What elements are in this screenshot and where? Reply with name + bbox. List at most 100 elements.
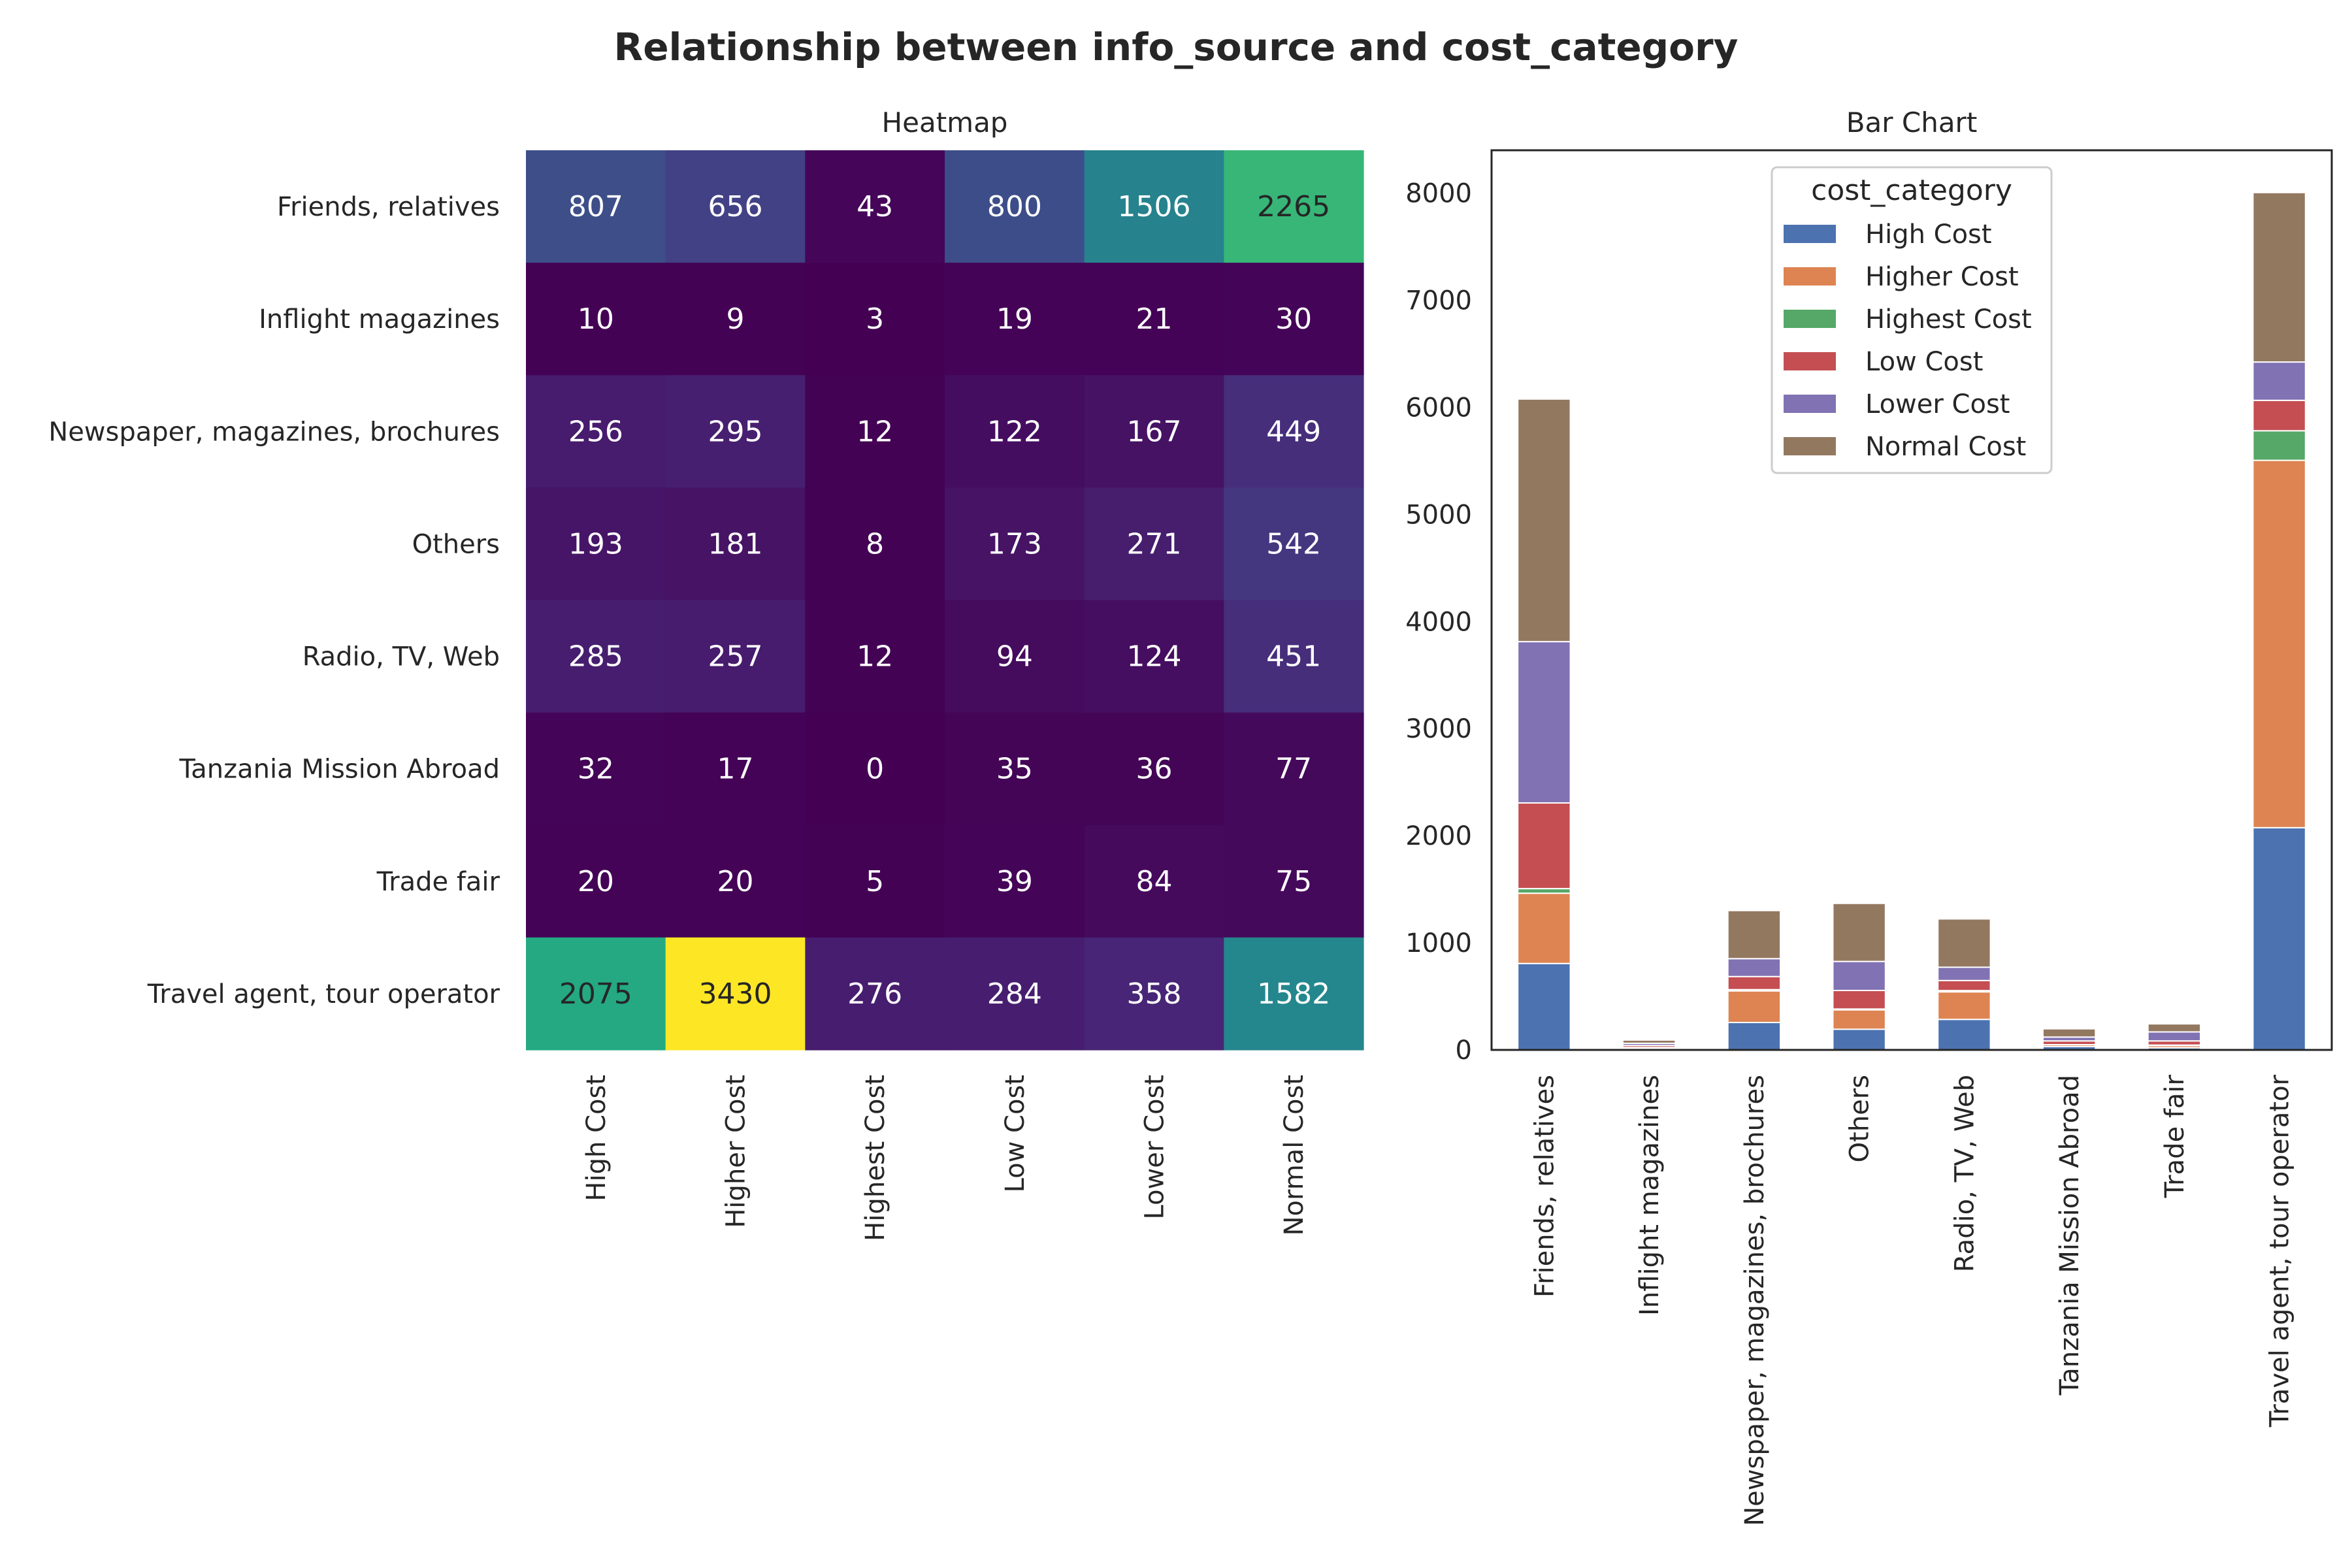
bar-y-tick: 5000 xyxy=(1405,500,1472,530)
heatmap-cell-label: 0 xyxy=(866,753,884,786)
heatmap-cell-label: 36 xyxy=(1136,753,1173,786)
heatmap-cell-label: 542 xyxy=(1266,527,1321,561)
heatmap-column-label-highest-cost: Highest Cost xyxy=(860,1075,890,1241)
heatmap-cell xyxy=(526,712,666,826)
heatmap-cell-label: 1506 xyxy=(1118,190,1191,223)
legend-label-normal-cost: Normal Cost xyxy=(1865,432,2026,462)
bar-segment-high-cost xyxy=(1832,1028,1886,1051)
heatmap-cell-label: 358 xyxy=(1127,977,1182,1011)
bar-segment-high-cost xyxy=(1517,962,1571,1051)
heatmap-cell xyxy=(805,600,945,713)
heatmap-row-label-others: Others xyxy=(412,529,500,559)
legend-label-highest-cost: Highest Cost xyxy=(1865,304,2032,335)
bar-x-tick-tanzania-mission-abroad: Tanzania Mission Abroad xyxy=(2055,1075,2085,1396)
heatmap-column-labels: High Cost Higher Cost Highest Cost Low Cost… xyxy=(581,1075,1309,1241)
legend-label-lower-cost: Lower Cost xyxy=(1865,389,2010,419)
bar-segment-high-cost xyxy=(2252,826,2306,1051)
bar-x-tick-radio-tv-web: Radio, TV, Web xyxy=(1950,1075,1980,1272)
heatmap-cell-label: 39 xyxy=(996,865,1033,898)
heatmap-cell xyxy=(805,487,945,601)
heatmap-cell xyxy=(945,712,1085,826)
heatmap-cell-label: 276 xyxy=(847,977,902,1011)
heatmap-cell xyxy=(1224,600,1364,713)
heatmap-cell xyxy=(945,600,1085,713)
heatmap-cell-label: 35 xyxy=(996,753,1033,786)
heatmap-cell xyxy=(1084,150,1224,263)
heatmap-cell xyxy=(1084,263,1224,376)
heatmap-cell xyxy=(526,263,666,376)
bar-segment-high-cost xyxy=(1937,1019,1991,1051)
heatmap-cell-label: 257 xyxy=(708,640,763,674)
bar-segment-higher-cost xyxy=(2252,459,2306,828)
heatmap-cell xyxy=(805,150,945,263)
heatmap-cell xyxy=(945,487,1085,601)
heatmap-cell-label: 32 xyxy=(578,753,614,786)
bar-segment-low-cost xyxy=(1832,990,1886,1010)
figure-title: Relationship between info_source and cos… xyxy=(614,25,1739,69)
heatmap-cell xyxy=(665,487,806,601)
bar-segment-normal-cost xyxy=(1832,902,1886,962)
heatmap-cell-label: 20 xyxy=(717,865,754,898)
bar-y-tick: 7000 xyxy=(1405,286,1472,316)
legend-title: cost_category xyxy=(1811,174,2012,207)
bar-x-tick-friends-relatives: Friends, relatives xyxy=(1529,1075,1560,1298)
legend-entries: High Cost Higher Cost Highest Cost Low Cost… xyxy=(1784,220,2032,462)
heatmap-column-label-lower-cost: Lower Cost xyxy=(1140,1075,1170,1219)
bar-segment-normal-cost xyxy=(1727,909,1782,960)
bar-y-tick: 2000 xyxy=(1405,821,1472,851)
heatmap-cell-label: 656 xyxy=(708,190,763,223)
bar-segment-low-cost xyxy=(1727,975,1782,990)
heatmap-row-label-inflight-magazines: Inflight magazines xyxy=(259,304,500,335)
heatmap-cell-label: 295 xyxy=(708,415,763,448)
legend-label-low-cost: Low Cost xyxy=(1865,347,1983,377)
heatmap-column-label-higher-cost: Higher Cost xyxy=(721,1075,751,1228)
bar-segment-highest-cost xyxy=(2252,430,2306,461)
bar-segment-lower-cost xyxy=(1517,641,1571,804)
bar-segment-higher-cost xyxy=(1937,991,1991,1021)
heatmap-cell-label: 256 xyxy=(568,415,623,448)
heatmap-cell xyxy=(805,825,945,938)
heatmap-cell-label: 193 xyxy=(568,527,623,561)
bar-segment-normal-cost xyxy=(1937,918,1991,968)
bar-x-tick-newspaper-magazines-brochures: Newspaper, magazines, brochures xyxy=(1740,1075,1770,1526)
heatmap-cell xyxy=(945,937,1085,1051)
heatmap-cell-label: 5 xyxy=(866,865,884,898)
heatmap-cell-label: 8 xyxy=(866,527,884,561)
bar-segment-lower-cost xyxy=(1937,966,1991,981)
bar-x-tick-inflight-magazines: Inflight magazines xyxy=(1635,1075,1665,1316)
legend-swatch-low-cost xyxy=(1784,352,1836,370)
heatmap-cell-label: 284 xyxy=(987,977,1042,1011)
heatmap-cell-label: 122 xyxy=(987,415,1042,448)
heatmap-cell xyxy=(1084,712,1224,826)
heatmap-cell xyxy=(1224,375,1364,488)
heatmap-row-labels: Friends, relatives Inflight magazines News… xyxy=(48,192,500,1009)
bar-stacks xyxy=(1517,191,2306,1051)
bar-segment-normal-cost xyxy=(2147,1023,2202,1033)
heatmap-cell xyxy=(1224,487,1364,601)
heatmap-cell xyxy=(526,600,666,713)
bar-segment-low-cost xyxy=(1517,802,1571,890)
heatmap-column-label-high-cost: High Cost xyxy=(581,1075,612,1201)
heatmap-cell xyxy=(1084,937,1224,1051)
heatmap-cell-label: 3 xyxy=(866,302,884,336)
legend-swatch-higher-cost xyxy=(1784,267,1836,286)
heatmap-cell xyxy=(1224,263,1364,376)
heatmap-cell xyxy=(665,825,806,938)
heatmap-cell-label: 10 xyxy=(578,302,614,336)
heatmap-cell-label: 84 xyxy=(1136,865,1173,898)
bar-y-tick-labels: 0 1000 2000 3000 4000 5000 6000 7000 8000 xyxy=(1405,179,1472,1066)
bar-segment-lower-cost xyxy=(1832,960,1886,992)
heatmap-cell xyxy=(1224,937,1364,1051)
bar-segment-lower-cost xyxy=(1727,958,1782,977)
legend-swatch-high-cost xyxy=(1784,225,1836,243)
heatmap-cell xyxy=(945,825,1085,938)
bar-segment-low-cost xyxy=(2252,399,2306,432)
heatmap-cell xyxy=(945,150,1085,263)
bar-x-tick-travel-agent-tour-operator: Travel agent, tour operator xyxy=(2265,1074,2295,1428)
heatmap-cell xyxy=(805,712,945,826)
heatmap-cell-label: 21 xyxy=(1136,302,1173,336)
heatmap-cell xyxy=(1224,712,1364,826)
heatmap-cell xyxy=(526,825,666,938)
heatmap-cell-label: 449 xyxy=(1266,415,1321,448)
heatmap-cell xyxy=(805,263,945,376)
